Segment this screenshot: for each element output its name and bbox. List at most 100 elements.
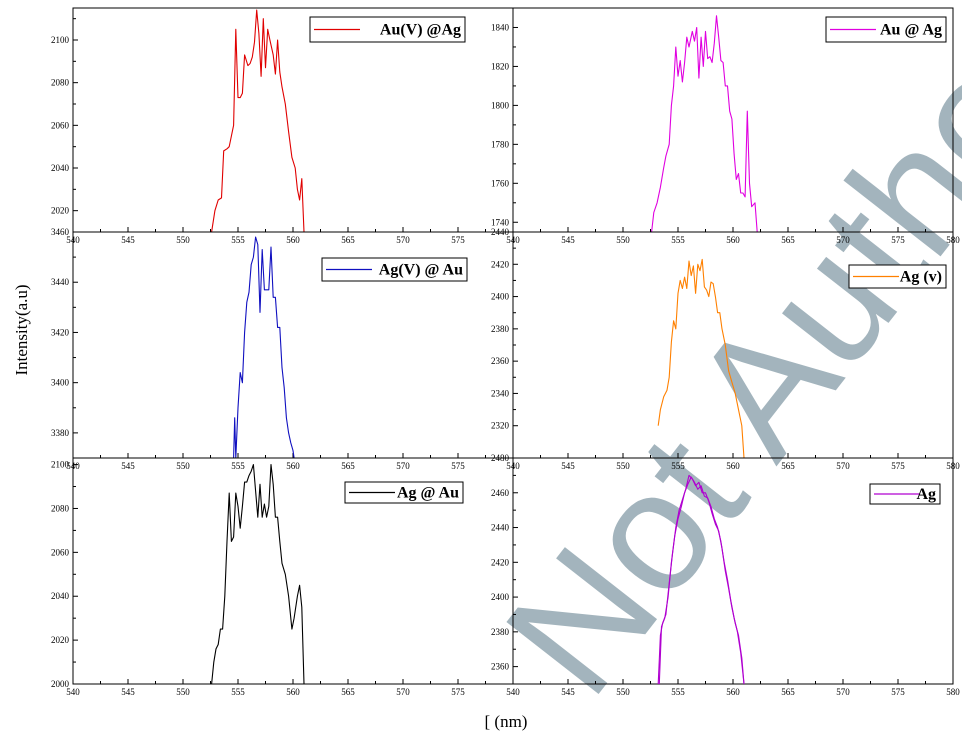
y-tick-label: 2080 bbox=[51, 503, 70, 513]
legend-box bbox=[321, 257, 468, 282]
x-tick-label: 550 bbox=[176, 687, 190, 697]
series-line bbox=[657, 258, 745, 458]
x-tick-label: 575 bbox=[451, 687, 465, 697]
x-tick-label: 560 bbox=[726, 461, 740, 471]
x-tick-label: 560 bbox=[286, 461, 300, 471]
legend-label: Ag (v) bbox=[900, 269, 942, 286]
panel-top-left: 540 545 550 555 560 565 570 5752020204020602080… bbox=[51, 7, 514, 245]
x-tick-label: 550 bbox=[616, 687, 630, 697]
x-tick-label: 545 bbox=[561, 461, 575, 471]
y-tick-label: 3460 bbox=[51, 227, 70, 237]
panel-bottom-right: 540 545 550 555 560 565 570 575 580 2360 2380 2400 2… bbox=[491, 453, 960, 697]
x-tick-label: 555 bbox=[231, 687, 245, 697]
x-tick-label: 560 bbox=[726, 687, 740, 697]
x-tick-label: 555 bbox=[231, 235, 245, 245]
x-tick-label: 550 bbox=[176, 461, 190, 471]
x-tick-label: 550 bbox=[616, 461, 630, 471]
x-tick-label: 560 bbox=[726, 235, 740, 245]
x-tick-label: 580 bbox=[946, 687, 960, 697]
legend-label: Ag bbox=[916, 486, 936, 503]
y-tick-label: 2060 bbox=[51, 547, 70, 557]
legend-label: Ag @ Au bbox=[397, 485, 459, 502]
y-tick-label: 2420 bbox=[491, 259, 510, 269]
x-tick-label: 570 bbox=[836, 687, 850, 697]
y-tick-label: 2020 bbox=[51, 635, 70, 645]
x-tick-label: 565 bbox=[341, 687, 355, 697]
x-tick-label: 575 bbox=[451, 235, 465, 245]
y-tick-label: 1820 bbox=[491, 61, 510, 71]
y-tick-label: 2460 bbox=[491, 488, 510, 498]
x-tick-label: 570 bbox=[836, 235, 850, 245]
series-line bbox=[651, 15, 758, 232]
y-tick-label: 2440 bbox=[491, 523, 510, 533]
y-tick-label: 2480 bbox=[491, 453, 510, 463]
y-tick-label: 2380 bbox=[491, 627, 510, 637]
y-tick-label: 2360 bbox=[491, 356, 510, 366]
x-tick-label: 565 bbox=[781, 687, 795, 697]
x-tick-label: 560 bbox=[286, 687, 300, 697]
x-tick-label: 540 bbox=[66, 687, 80, 697]
x-tick-label: 555 bbox=[671, 235, 685, 245]
y-tick-label: 1740 bbox=[491, 217, 510, 227]
y-tick-label: 2400 bbox=[491, 292, 510, 302]
legend-box bbox=[344, 481, 464, 504]
x-tick-label: 545 bbox=[121, 687, 135, 697]
y-tick-label: 2380 bbox=[491, 324, 510, 334]
y-tick-label: 2100 bbox=[51, 460, 70, 470]
y-tick-label: 2340 bbox=[491, 388, 510, 398]
y-tick-label: 1780 bbox=[491, 139, 510, 149]
y-tick-label: 2040 bbox=[51, 163, 70, 173]
y-tick-label: 2440 bbox=[491, 227, 510, 237]
series-line bbox=[211, 464, 305, 684]
x-tick-label: 540 bbox=[506, 687, 520, 697]
x-tick-label: 575 bbox=[891, 687, 905, 697]
series-line bbox=[233, 236, 295, 458]
x-tick-label: 570 bbox=[836, 461, 850, 471]
x-tick-label: 545 bbox=[561, 687, 575, 697]
watermark: Not Author Ver bbox=[469, 0, 962, 728]
x-tick-label: 565 bbox=[781, 461, 795, 471]
y-tick-label: 3440 bbox=[51, 277, 70, 287]
y-tick-label: 2360 bbox=[491, 662, 510, 672]
y-tick-label: 2000 bbox=[51, 679, 70, 689]
panel-bottom-left: 540 545 550 555 560 565 570 575 2000 2020 2040 2060… bbox=[51, 457, 514, 697]
x-tick-label: 545 bbox=[121, 461, 135, 471]
x-tick-label: 550 bbox=[176, 235, 190, 245]
x-tick-label: 575 bbox=[891, 461, 905, 471]
panel-middle-left: 540 545 550 555 560 565 570 5753380340034203440… bbox=[51, 227, 514, 471]
y-tick-label: 2400 bbox=[491, 592, 510, 602]
y-tick-label: 2080 bbox=[51, 78, 70, 88]
x-tick-label: 545 bbox=[121, 235, 135, 245]
y-tick-label: 2060 bbox=[51, 120, 70, 130]
x-axis-title: [ (nm) bbox=[485, 712, 528, 731]
y-tick-label: 3400 bbox=[51, 378, 70, 388]
x-tick-label: 575 bbox=[451, 461, 465, 471]
x-tick-label: 560 bbox=[286, 235, 300, 245]
x-tick-label: 565 bbox=[341, 235, 355, 245]
y-axis-title: Intensity(a.u) bbox=[12, 284, 31, 375]
x-tick-label: 565 bbox=[341, 461, 355, 471]
series-line bbox=[658, 476, 745, 684]
x-tick-label: 555 bbox=[231, 461, 245, 471]
x-tick-label: 545 bbox=[561, 235, 575, 245]
y-tick-label: 2320 bbox=[491, 421, 510, 431]
y-tick-label: 1800 bbox=[491, 100, 510, 110]
series-line bbox=[211, 9, 305, 232]
x-tick-label: 565 bbox=[781, 235, 795, 245]
legend-label: Au @ Ag bbox=[880, 22, 942, 39]
y-tick-label: 2020 bbox=[51, 206, 70, 216]
y-tick-label: 2100 bbox=[51, 35, 70, 45]
y-tick-label: 2420 bbox=[491, 557, 510, 567]
x-tick-label: 555 bbox=[671, 461, 685, 471]
x-tick-label: 570 bbox=[396, 687, 410, 697]
x-tick-label: 570 bbox=[396, 461, 410, 471]
legend-label: Ag(V) @ Au bbox=[379, 262, 463, 279]
x-tick-label: 555 bbox=[671, 687, 685, 697]
x-tick-label: 570 bbox=[396, 235, 410, 245]
panel-top-right: 540 545 550 555 560 565 570 575 5801740176017801… bbox=[491, 7, 960, 245]
y-tick-label: 2040 bbox=[51, 591, 70, 601]
x-tick-label: 575 bbox=[891, 235, 905, 245]
legend-label: Au(V) @Ag bbox=[380, 22, 461, 39]
